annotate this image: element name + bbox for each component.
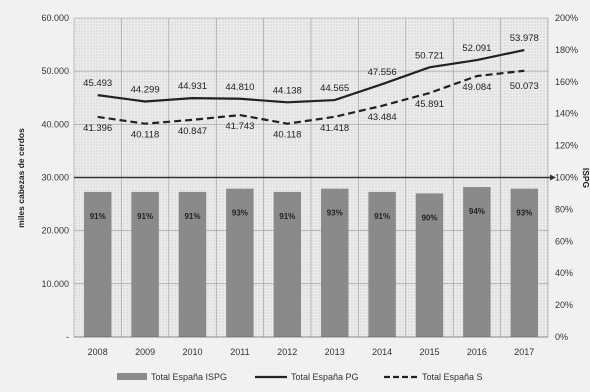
bar [415,193,444,337]
y2-axis-title: ISPG [581,168,590,189]
y2-tick-label: 60% [555,236,573,246]
pg-value-label: 52.091 [462,43,491,54]
y-tick-label: 40.000 [41,119,69,129]
pg-value-label: 47.556 [368,67,397,78]
s-value-label: 50.073 [510,81,539,92]
bar-label: 91% [279,212,295,221]
reference-line [74,174,556,181]
x-tick-label: 2015 [419,347,439,357]
bar-label: 93% [327,209,343,218]
x-tick-label: 2016 [467,347,487,357]
y-tick-label: 50.000 [41,66,69,76]
pg-value-label: 44.299 [131,84,160,95]
bar-label: 91% [90,212,106,221]
bar-label: 90% [421,213,437,222]
s-value-label: 41.418 [320,123,349,134]
bar [368,191,396,337]
pg-value-label: 50.721 [415,50,444,61]
reference-arrowhead [550,174,556,181]
pg-value-label: 45.493 [83,78,112,89]
legend: Total España ISPG Total España PG Total Es… [117,372,483,382]
pg-value-label: 53.978 [510,33,539,44]
bar-label: 94% [469,207,485,216]
y-tick-label: 60.000 [41,13,69,23]
pg-value-label: 44.810 [225,82,254,93]
s-value-label: 49.084 [462,82,491,93]
y-tick-label: 20.000 [41,226,69,236]
y2-tick-label: 40% [555,268,573,278]
x-tick-label: 2010 [182,347,202,357]
bar [320,188,349,337]
legend-swatch-bar [117,373,147,380]
x-tick-label: 2017 [514,347,534,357]
bars-isg [83,187,539,337]
s-value-label: 40.118 [131,130,159,141]
y-tick-label: 10.000 [41,279,69,289]
bar [510,188,539,337]
s-value-label: 41.396 [83,123,112,134]
y-axis-title: miles cabezas de cerdos [16,128,26,228]
bar-label: 91% [184,212,200,221]
y2-tick-label: 100% [555,173,578,183]
y2-tick-label: 200% [555,13,578,23]
y-tick-label: - [66,332,69,342]
x-tick-label: 2008 [88,347,108,357]
y2-tick-label: 160% [555,77,578,87]
s-value-label: 40.847 [178,126,207,137]
lines [97,48,525,125]
x-tick-label: 2012 [277,347,297,357]
bar [131,191,159,337]
bar [178,191,207,337]
bar-label: 93% [516,209,532,218]
x-tick-label: 2011 [230,347,249,357]
legend-label-s: Total España S [422,372,483,382]
bar-label: 91% [374,212,390,221]
bar-label: 93% [232,209,248,218]
line-total-espana-s [97,69,525,125]
pg-value-label: 44.565 [320,83,349,94]
y-tick-label: 30.000 [41,173,69,183]
s-value-label: 45.891 [415,99,444,110]
bar [463,187,491,337]
y2-tick-label: 0% [555,332,568,342]
axes: - 10.000 20.000 30.000 40.000 50.000 60.000 0% 2… [41,13,578,357]
line-total-espana-pg [97,48,525,104]
pg-value-label: 44.138 [273,85,302,96]
x-tick-label: 2013 [325,347,345,357]
legend-label-isg: Total España ISPG [151,372,227,382]
s-value-label: 40.118 [273,130,301,141]
pg-value-label: 44.931 [178,81,207,92]
x-tick-label: 2014 [372,347,392,357]
bar [226,188,254,337]
s-value-label: 43.484 [368,112,397,123]
y2-tick-label: 20% [555,300,573,310]
x-tick-label: 2009 [135,347,155,357]
data-labels: 91% 91% 91% 93% 91% 93% 91% 90% 94% 93% 45.493 44.2… [83,33,539,222]
bar-label: 91% [137,212,153,221]
s-value-label: 41.743 [225,121,254,132]
y2-tick-label: 120% [555,141,578,151]
y2-tick-label: 80% [555,204,573,214]
y2-tick-label: 140% [555,109,578,119]
bar [273,191,302,337]
bar [83,191,112,337]
legend-label-pg: Total España PG [291,372,359,382]
y2-tick-label: 180% [555,45,578,55]
